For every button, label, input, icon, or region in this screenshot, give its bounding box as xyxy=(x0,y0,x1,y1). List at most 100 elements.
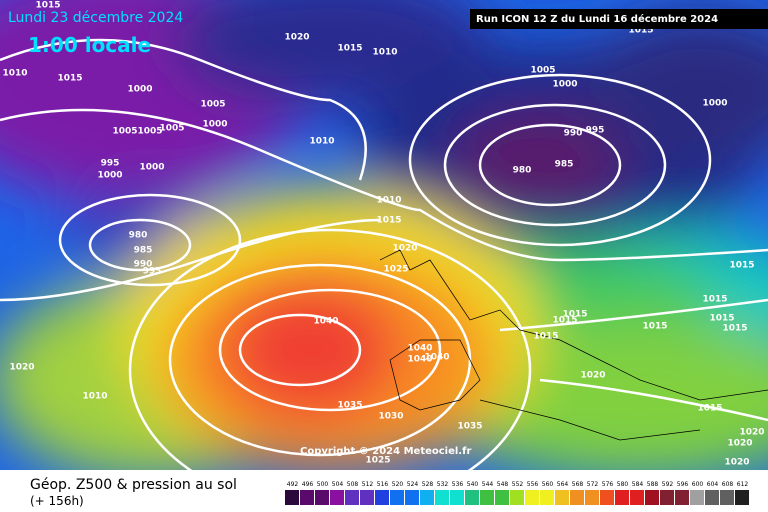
scale-swatch xyxy=(300,490,314,505)
scale-swatch xyxy=(480,490,494,505)
scale-label: 552 xyxy=(512,481,524,488)
scale-label: 604 xyxy=(707,481,719,488)
isobar-label: 1015 xyxy=(709,314,734,324)
scale-label: 504 xyxy=(332,481,344,488)
run-box xyxy=(470,9,768,29)
scale-swatch xyxy=(510,490,524,505)
scale-swatch xyxy=(615,490,629,505)
isobar-label: 1035 xyxy=(337,401,362,411)
scale-swatch xyxy=(465,490,479,505)
scale-swatch xyxy=(675,490,689,505)
scale-swatch xyxy=(315,490,329,505)
isobar-label: 1015 xyxy=(628,26,653,36)
isobar-label: 1015 xyxy=(533,332,558,342)
scale-swatch xyxy=(660,490,674,505)
color-scale: 492 496 500 504 508 512 516 520 524 528 532 536 540 5… xyxy=(285,481,749,505)
isobar-label: 1000 xyxy=(702,99,727,109)
isobar-labels: 1015 1010 1015 1020 1015 1010 1005 1000 1015 1000… xyxy=(2,1,764,468)
scale-swatch xyxy=(330,490,344,505)
isobar-label: 1040 xyxy=(407,355,432,365)
isobar-label: 1000 xyxy=(552,80,577,90)
isobar-label: 1010 xyxy=(309,137,334,147)
isobar-label: 995 xyxy=(586,126,605,136)
isobar-label: 1015 xyxy=(702,295,727,305)
isobar-label: 1015 xyxy=(697,404,722,414)
scale-swatch xyxy=(585,490,599,505)
scale-swatch xyxy=(555,490,569,505)
scale-label: 544 xyxy=(482,481,494,488)
scale-label: 512 xyxy=(362,481,374,488)
scale-swatch xyxy=(435,490,449,505)
isobar-label: 1010 xyxy=(376,196,401,206)
scale-swatch xyxy=(405,490,419,505)
isobar-label: 1015 xyxy=(337,44,362,54)
isobar-label: 1020 xyxy=(727,439,752,449)
isobar-label: 1005 xyxy=(530,66,555,76)
scale-swatch xyxy=(735,490,749,505)
coastlines xyxy=(379,249,768,441)
scale-label: 608 xyxy=(722,481,734,488)
scale-label: 592 xyxy=(662,481,674,488)
scale-label: 500 xyxy=(317,481,329,488)
isobar-label: 1010 xyxy=(372,48,397,58)
isobar-label: 1015 xyxy=(35,1,60,11)
isobar-label: 1005 xyxy=(200,100,225,110)
isobar-label: 1005 xyxy=(112,127,137,137)
isobar-label: 1010 xyxy=(82,392,107,402)
isobar-label: 1040 xyxy=(313,317,338,327)
scale-label: 612 xyxy=(737,481,749,488)
scale-label: 600 xyxy=(692,481,704,488)
scale-label: 568 xyxy=(572,481,584,488)
isobar-label: 1020 xyxy=(724,458,749,468)
isobar-label: 1000 xyxy=(202,120,227,130)
scale-label: 520 xyxy=(392,481,404,488)
scale-label: 576 xyxy=(602,481,614,488)
scale-swatch xyxy=(495,490,509,505)
isobar-label: 1025 xyxy=(383,265,408,275)
isobar-label: 1015 xyxy=(376,216,401,226)
scale-swatch xyxy=(600,490,614,505)
scale-label: 496 xyxy=(302,481,314,488)
isobar-label: 1020 xyxy=(392,244,417,254)
isobar-label: 1025 xyxy=(365,456,390,466)
isobar-label: 995 xyxy=(143,267,162,277)
isobar-label: 1000 xyxy=(97,171,122,181)
scale-label: 516 xyxy=(377,481,389,488)
scale-swatch xyxy=(360,490,374,505)
isobar-label: 985 xyxy=(134,246,153,256)
parameter: Géop. Z500 & pression au sol xyxy=(30,477,237,493)
isobar-label: 1010 xyxy=(2,69,27,79)
scale-label: 532 xyxy=(437,481,449,488)
isobar-label: 1020 xyxy=(580,371,605,381)
scale-label: 588 xyxy=(647,481,659,488)
isobar-label: 1015 xyxy=(729,261,754,271)
scale-label: 584 xyxy=(632,481,644,488)
isobar-label: 990 xyxy=(134,260,153,270)
isobar-label: 1000 xyxy=(127,85,152,95)
isobar-label: 1040 xyxy=(407,344,432,354)
scale-swatch xyxy=(570,490,584,505)
isobar-label: 980 xyxy=(129,231,148,241)
scale-label: 508 xyxy=(347,481,359,488)
run-info: Run ICON 12 Z du Lundi 16 décembre 2024 xyxy=(476,13,718,25)
isobar-label: 1005 xyxy=(137,127,162,137)
scale-label: 580 xyxy=(617,481,629,488)
map-date: Lundi 23 décembre 2024 xyxy=(8,10,183,26)
copyright: Copyright © 2024 Meteociel.fr xyxy=(300,446,471,457)
scale-label: 564 xyxy=(557,481,569,488)
isobar-label: 1020 xyxy=(739,428,764,438)
isobar-label: 1035 xyxy=(457,422,482,432)
scale-swatch xyxy=(450,490,464,505)
isobar-label: 1015 xyxy=(57,74,82,84)
isobar-label: 1000 xyxy=(139,163,164,173)
scale-label: 596 xyxy=(677,481,689,488)
scale-swatch xyxy=(375,490,389,505)
isobar-label: 1030 xyxy=(378,412,403,422)
isobar-label: 1020 xyxy=(9,363,34,373)
scale-label: 556 xyxy=(527,481,539,488)
isobar-label: 980 xyxy=(513,166,532,176)
isobar-label: 995 xyxy=(101,159,120,169)
isobar-label: 1015 xyxy=(642,322,667,332)
